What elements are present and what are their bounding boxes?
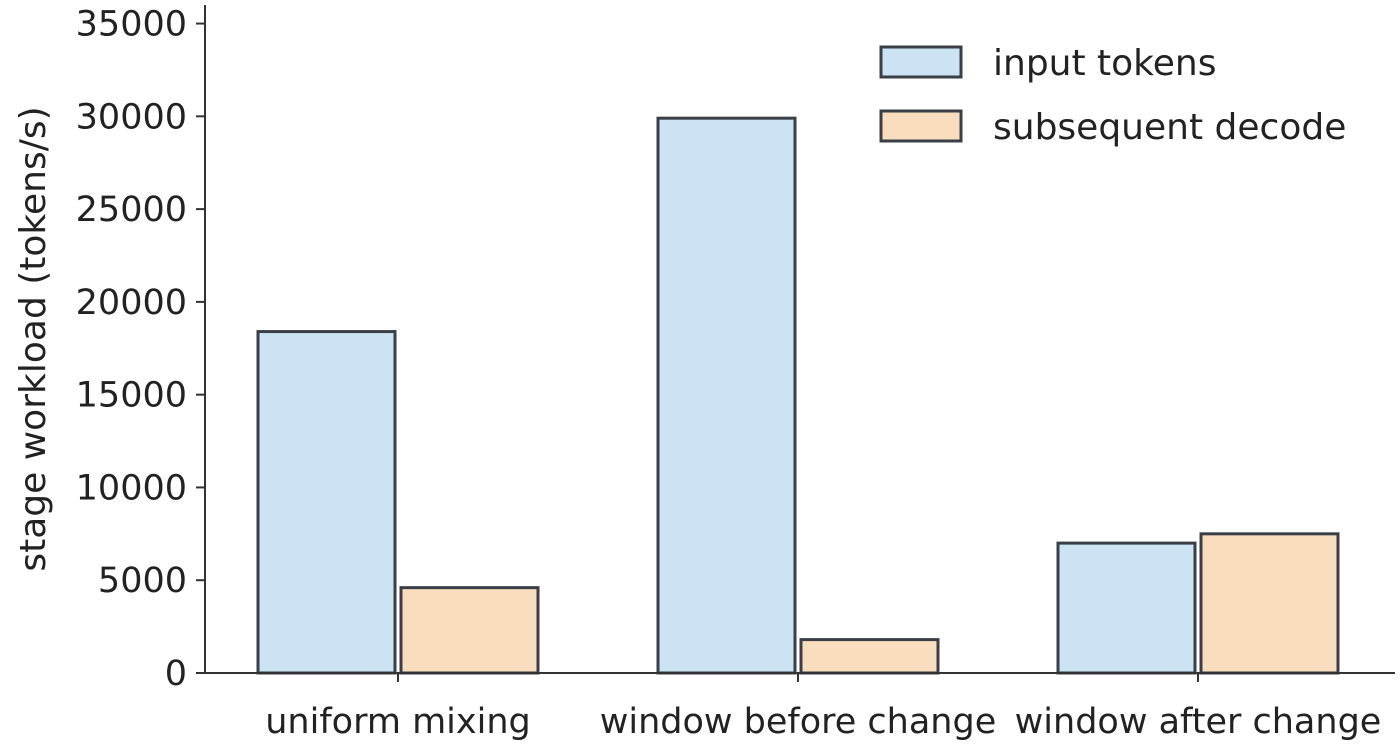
y-axis-title: stage workload (tokens/s) xyxy=(13,106,54,571)
y-tick-label-1: 5000 xyxy=(98,561,187,601)
x-tick-label-1: window before change xyxy=(600,702,996,742)
y-tick-label-0: 0 xyxy=(165,654,187,694)
bars-layer xyxy=(256,116,1340,675)
y-ticks: 0 5000 10000 15000 20000 25000 30000 35000 xyxy=(76,5,205,694)
x-tick-label-2: window after change xyxy=(1015,702,1382,742)
bar-0-0 xyxy=(256,330,397,675)
legend-swatch-1 xyxy=(879,109,963,143)
y-tick-label-6: 30000 xyxy=(76,97,187,137)
x-ticks: uniform mixing window before change window… xyxy=(265,673,1381,742)
bar-0-2 xyxy=(1056,541,1197,675)
legend-swatch-0 xyxy=(879,45,963,79)
x-tick-label-0: uniform mixing xyxy=(265,702,530,742)
y-tick-label-7: 35000 xyxy=(76,5,187,45)
bar-1-2 xyxy=(1199,532,1340,675)
y-tick-label-5: 25000 xyxy=(76,190,187,230)
legend: input tokens subsequent decode xyxy=(879,43,1346,148)
legend-label-1: subsequent decode xyxy=(993,107,1346,148)
y-tick-label-2: 10000 xyxy=(76,468,187,508)
bar-0-1 xyxy=(656,116,797,675)
legend-label-0: input tokens xyxy=(993,43,1216,84)
y-tick-label-3: 15000 xyxy=(76,376,187,416)
y-tick-label-4: 20000 xyxy=(76,283,187,323)
bar-1-1 xyxy=(799,638,940,675)
bar-1-0 xyxy=(399,586,540,675)
